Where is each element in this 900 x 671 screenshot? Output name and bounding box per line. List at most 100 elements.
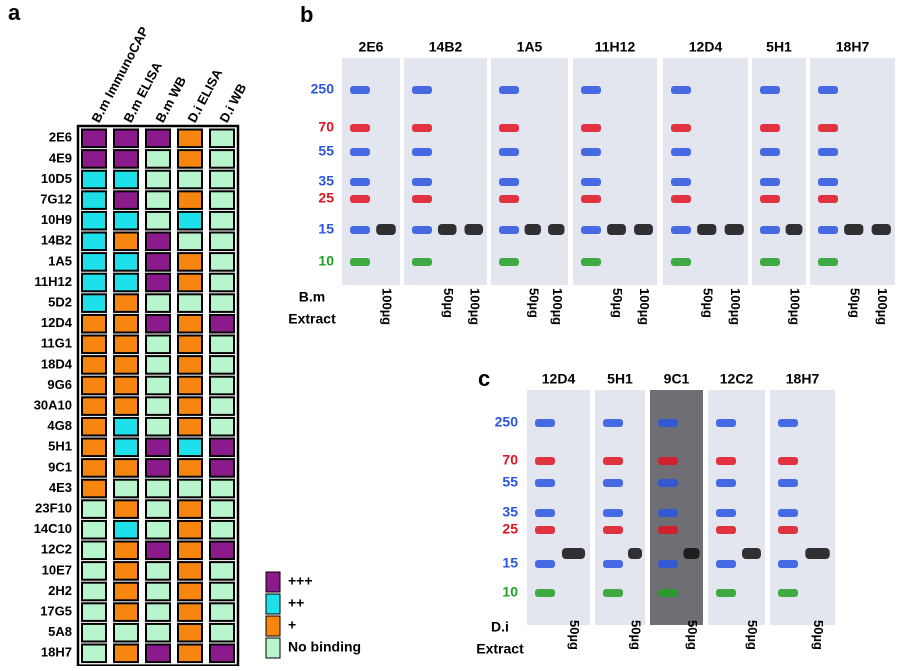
ladder-band [818, 178, 838, 186]
ladder-band [671, 226, 691, 234]
heatmap-cell [209, 190, 235, 210]
lane-label: 50µg [685, 620, 700, 650]
sample-band [871, 224, 891, 235]
heatmap-cell [209, 272, 235, 293]
heatmap-cell [113, 437, 139, 458]
ladder-band [603, 457, 623, 465]
ladder-band [716, 457, 736, 465]
sample-band [376, 224, 396, 235]
heatmap-cell [145, 334, 171, 355]
antibody-label: 2E6 [359, 39, 384, 55]
heatmap-cell [177, 478, 203, 499]
ladder-band [716, 560, 736, 568]
heatmap-cell [81, 602, 107, 622]
heatmap-cell [113, 581, 139, 602]
heatmap-cell [177, 128, 203, 149]
heatmap-cell [113, 128, 139, 149]
heatmap-cell [145, 396, 171, 416]
column-header: B.m ImmunoCAP [88, 24, 151, 125]
ladder-band [760, 195, 780, 203]
heatmap-cell [113, 252, 139, 272]
heatmap-cell [209, 622, 235, 643]
ladder-band [760, 226, 780, 234]
heatmap-cell [113, 149, 139, 169]
row-label: 12D4 [41, 315, 73, 330]
heatmap-cell [113, 231, 139, 252]
heatmap-cell [81, 478, 107, 499]
row-label: D.i [491, 619, 509, 635]
ladder-band [581, 124, 601, 132]
ladder-band [778, 589, 798, 597]
ladder-band [581, 178, 601, 186]
heatmap-cell [145, 458, 171, 478]
heatmap-cell [145, 561, 171, 581]
marker-label: 15 [318, 221, 334, 237]
heatmap-cell [145, 519, 171, 540]
heatmap-cell [177, 375, 203, 396]
blot [491, 58, 568, 285]
heatmap-cell [177, 437, 203, 458]
heatmap-cell [177, 190, 203, 210]
ladder-band [671, 148, 691, 156]
row-label: 1A5 [48, 253, 72, 268]
heatmap-cell [209, 519, 235, 540]
heatmap-cell [177, 396, 203, 416]
ladder-band [603, 589, 623, 597]
heatmap-cell [209, 252, 235, 272]
heatmap-cell [209, 169, 235, 190]
lane-label: 50µg [610, 288, 625, 318]
heatmap-cell [145, 437, 171, 458]
heatmap-cell [209, 313, 235, 334]
heatmap-cell [209, 561, 235, 581]
ladder-band [760, 86, 780, 94]
heatmap-cell [145, 602, 171, 622]
heatmap-cell [209, 128, 235, 149]
heatmap-cell [177, 519, 203, 540]
heatmap-cell [145, 272, 171, 293]
ladder-band [350, 86, 370, 94]
heatmap-cell [113, 643, 139, 664]
heatmap-cell [209, 478, 235, 499]
lane-label: 100µg [788, 288, 803, 325]
ladder-band [412, 226, 432, 234]
heatmap-cell [177, 458, 203, 478]
lane-label: 100µg [467, 288, 482, 325]
heatmap-cell [177, 416, 203, 437]
heatmap-cell [145, 252, 171, 272]
heatmap-cell [113, 396, 139, 416]
row-label: 4E9 [49, 150, 72, 165]
row-label: 18H7 [41, 645, 72, 660]
heatmap-cell [81, 293, 107, 313]
ladder-band [535, 419, 555, 427]
row-label: 9C1 [48, 459, 72, 474]
sample-band [742, 548, 761, 559]
blot [527, 390, 590, 625]
blot [663, 58, 748, 285]
row-label: 14B2 [41, 233, 72, 248]
ladder-band [760, 124, 780, 132]
heatmap-cell [177, 581, 203, 602]
ladder-band [818, 124, 838, 132]
antibody-label: 11H12 [595, 39, 636, 55]
ladder-band [671, 195, 691, 203]
heatmap-cell [145, 313, 171, 334]
heatmap-cell [113, 561, 139, 581]
blot [342, 58, 400, 285]
row-label: 2H2 [48, 583, 72, 598]
antibody-label: 1A5 [517, 39, 543, 55]
marker-label: 70 [502, 452, 518, 468]
heatmap-cell [113, 169, 139, 190]
row-label: 4G8 [47, 418, 72, 433]
marker-label: 25 [502, 521, 518, 537]
heatmap-cell [177, 355, 203, 375]
heatmap-cell [209, 293, 235, 313]
marker-label: 25 [318, 190, 334, 206]
heatmap-cell [113, 375, 139, 396]
lane-label: 50µg [847, 288, 862, 318]
ladder-band [581, 195, 601, 203]
heatmap-cell [145, 190, 171, 210]
antibody-label: 5H1 [766, 39, 792, 55]
heatmap-cell [177, 272, 203, 293]
heatmap-cell [81, 375, 107, 396]
heatmap-cell [177, 499, 203, 519]
